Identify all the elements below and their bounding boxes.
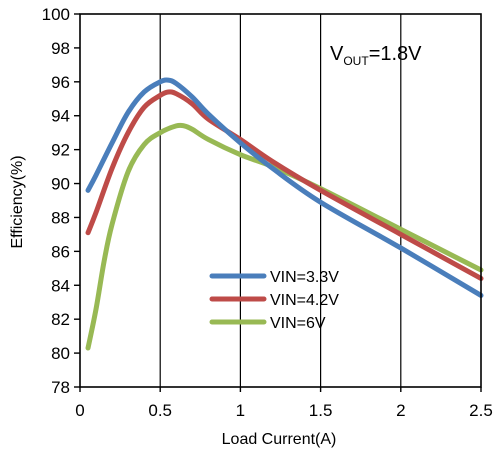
y-tick-label: 88 <box>51 208 70 227</box>
y-tick-label: 94 <box>51 107 70 126</box>
y-tick-label: 92 <box>51 141 70 160</box>
x-tick-label: 1 <box>236 401 245 420</box>
tick-labels: 78 80 82 84 86 88 90 92 94 96 98 100 0 0.5 1 1.5 2 2.5 <box>42 5 493 420</box>
legend-label: VIN=4.2V <box>270 292 339 309</box>
series-lines <box>85 77 484 351</box>
y-tick-label: 86 <box>51 242 70 261</box>
x-tick-label: 1.5 <box>309 401 333 420</box>
x-tick-label: 0 <box>75 401 84 420</box>
y-tick-label: 80 <box>51 344 70 363</box>
vout-annotation-main: V <box>330 43 344 65</box>
y-axis-title: Efficiency(%) <box>9 155 26 248</box>
axes <box>74 13 482 392</box>
series-line-vin-3-3v <box>85 77 484 298</box>
plot-border <box>79 13 482 388</box>
x-axis-title: Load Current(A) <box>222 431 337 448</box>
y-tick-label: 82 <box>51 310 70 329</box>
y-tick-label: 84 <box>51 276 70 295</box>
vout-annotation-sub: OUT <box>343 54 369 68</box>
legend-label: VIN=6V <box>270 315 326 332</box>
y-tick-label: 98 <box>51 39 70 58</box>
series-line-vin-4-2v <box>85 89 484 281</box>
vout-annotation-rest: =1.8V <box>369 43 422 65</box>
x-tick-label: 2 <box>396 401 405 420</box>
y-tick-label: 96 <box>51 73 70 92</box>
y-tick-label: 90 <box>51 175 70 194</box>
y-tick-label: 100 <box>42 5 70 24</box>
legend-label: VIN=3.3V <box>270 269 339 286</box>
x-tick-label: 2.5 <box>469 401 493 420</box>
vout-annotation: VOUT=1.8V <box>330 43 422 68</box>
legend: VIN=3.3V VIN=4.2V VIN=6V <box>209 269 339 332</box>
y-tick-label: 78 <box>51 378 70 397</box>
x-tick-label: 0.5 <box>148 401 172 420</box>
